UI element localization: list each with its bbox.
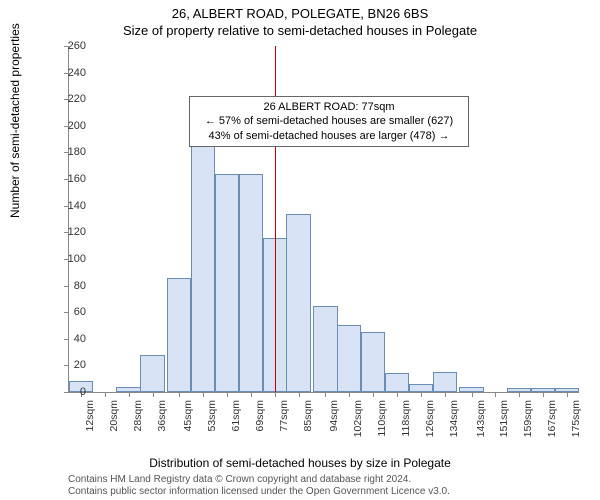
x-tick-label: 134sqm <box>448 400 460 437</box>
y-tick-label: 40 <box>74 333 86 345</box>
y-tick-label: 20 <box>74 359 86 371</box>
y-tick-mark <box>64 312 69 313</box>
x-tick-label: 61sqm <box>230 400 242 432</box>
x-tick-label: 167sqm <box>546 400 558 437</box>
x-tick-label: 69sqm <box>254 400 266 432</box>
x-tick-label: 53sqm <box>206 400 218 432</box>
histogram-bar <box>140 355 164 392</box>
histogram-bar <box>313 306 337 393</box>
plot-area: 26 ALBERT ROAD: 77sqm ← 57% of semi-deta… <box>68 46 579 393</box>
y-tick-label: 180 <box>68 146 86 158</box>
x-tick-mark <box>227 392 228 397</box>
y-tick-label: 0 <box>80 386 86 398</box>
y-tick-label: 160 <box>68 173 86 185</box>
x-tick-label: 28sqm <box>132 400 144 432</box>
histogram-bar <box>361 332 385 392</box>
x-tick-mark <box>349 392 350 397</box>
x-tick-label: 85sqm <box>302 400 314 432</box>
x-tick-label: 36sqm <box>156 400 168 432</box>
annotation-line1: 26 ALBERT ROAD: 77sqm <box>196 100 462 114</box>
x-tick-label: 12sqm <box>84 400 96 432</box>
y-tick-label: 260 <box>68 40 86 52</box>
footer-line2: Contains public sector information licen… <box>68 486 450 498</box>
histogram-bar <box>337 325 361 392</box>
x-tick-label: 102sqm <box>352 400 364 437</box>
x-tick-mark <box>397 392 398 397</box>
y-tick-label: 60 <box>74 306 86 318</box>
y-axis-label: Number of semi-detached properties <box>8 23 22 218</box>
y-tick-mark <box>64 392 69 393</box>
histogram-bar <box>167 278 191 392</box>
x-tick-mark <box>567 392 568 397</box>
x-tick-label: 118sqm <box>400 400 412 437</box>
x-tick-mark <box>153 392 154 397</box>
y-tick-label: 100 <box>68 253 86 265</box>
histogram-bar <box>433 372 457 392</box>
x-tick-mark <box>519 392 520 397</box>
x-tick-label: 143sqm <box>475 400 487 437</box>
x-tick-mark <box>129 392 130 397</box>
chart-container: 26, ALBERT ROAD, POLEGATE, BN26 6BS Size… <box>0 0 600 500</box>
histogram-bar <box>385 373 409 392</box>
x-axis-label: Distribution of semi-detached houses by … <box>0 456 600 470</box>
footer-line1: Contains HM Land Registry data © Crown c… <box>68 474 450 486</box>
histogram-bar <box>409 384 433 392</box>
chart-title-line1: 26, ALBERT ROAD, POLEGATE, BN26 6BS <box>0 0 600 21</box>
x-tick-mark <box>445 392 446 397</box>
x-tick-mark <box>203 392 204 397</box>
footer-attribution: Contains HM Land Registry data © Crown c… <box>68 474 450 498</box>
x-tick-mark <box>299 392 300 397</box>
histogram-bar <box>215 174 239 392</box>
x-tick-mark <box>105 392 106 397</box>
y-tick-label: 120 <box>68 226 86 238</box>
x-tick-label: 77sqm <box>278 400 290 432</box>
x-tick-mark <box>179 392 180 397</box>
y-tick-mark <box>64 365 69 366</box>
x-tick-mark <box>543 392 544 397</box>
x-tick-mark <box>373 392 374 397</box>
y-tick-label: 200 <box>68 120 86 132</box>
annotation-line2: ← 57% of semi-detached houses are smalle… <box>196 114 462 128</box>
histogram-bar <box>286 214 310 392</box>
x-tick-label: 126sqm <box>424 400 436 437</box>
y-tick-label: 80 <box>74 280 86 292</box>
x-tick-label: 20sqm <box>108 400 120 432</box>
y-tick-label: 240 <box>68 67 86 79</box>
x-tick-label: 110sqm <box>376 400 388 437</box>
x-tick-mark <box>251 392 252 397</box>
y-tick-mark <box>64 286 69 287</box>
x-tick-label: 151sqm <box>498 400 510 437</box>
x-tick-label: 45sqm <box>182 400 194 432</box>
x-tick-mark <box>275 392 276 397</box>
annotation-line3: 43% of semi-detached houses are larger (… <box>196 129 462 143</box>
x-tick-label: 175sqm <box>570 400 582 437</box>
x-tick-mark <box>495 392 496 397</box>
x-tick-label: 159sqm <box>522 400 534 437</box>
histogram-bar <box>239 174 263 392</box>
x-tick-mark <box>472 392 473 397</box>
y-tick-label: 140 <box>68 200 86 212</box>
annotation-box: 26 ALBERT ROAD: 77sqm ← 57% of semi-deta… <box>189 96 469 147</box>
x-tick-mark <box>325 392 326 397</box>
chart-title-line2: Size of property relative to semi-detach… <box>0 21 600 38</box>
histogram-bar <box>191 126 215 392</box>
x-tick-mark <box>421 392 422 397</box>
y-tick-mark <box>64 339 69 340</box>
y-tick-label: 220 <box>68 93 86 105</box>
x-tick-label: 94sqm <box>328 400 340 432</box>
